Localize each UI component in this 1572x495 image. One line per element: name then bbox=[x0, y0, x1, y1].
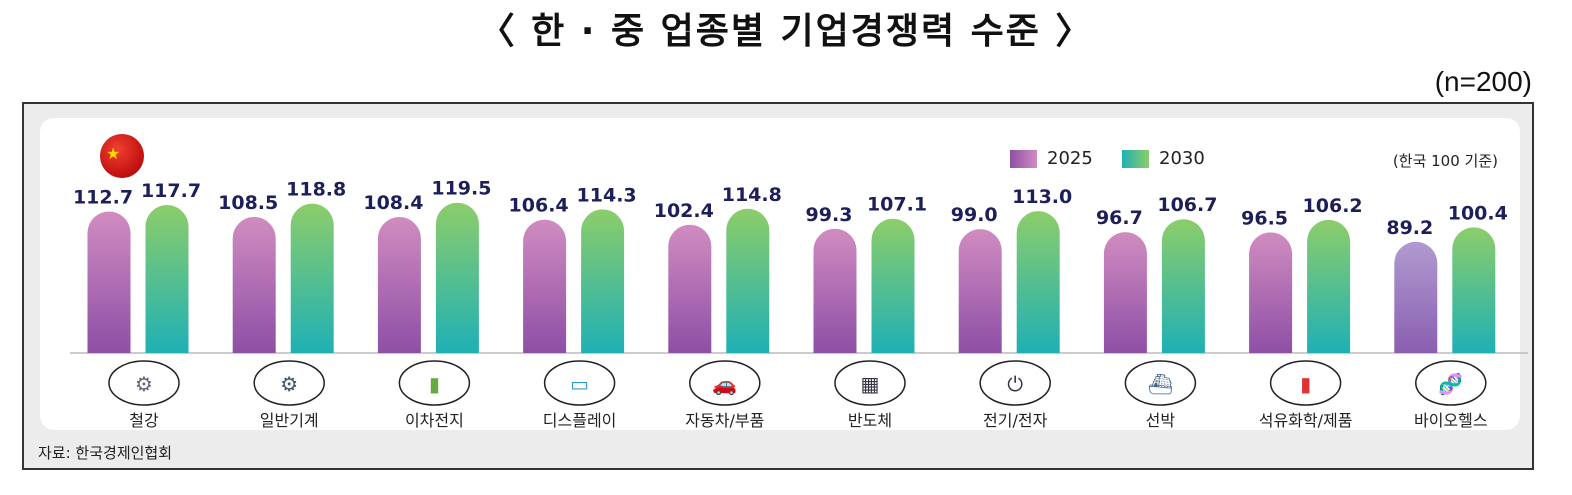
category-label: 철강 bbox=[129, 411, 159, 430]
bar-2025-4 bbox=[668, 224, 712, 353]
bar-2025-9 bbox=[1394, 241, 1438, 353]
value-label-2025-4: 102.4 bbox=[654, 200, 714, 222]
chip-icon-glyph: ▦ bbox=[861, 372, 880, 396]
legend-swatch-2025 bbox=[1010, 149, 1037, 168]
value-label-2025-2: 108.4 bbox=[363, 192, 423, 214]
bar-2025-1 bbox=[232, 216, 276, 353]
bar-2030-7 bbox=[1161, 219, 1205, 353]
bar-2030-0 bbox=[145, 205, 189, 353]
value-label-2030-7: 106.7 bbox=[1157, 194, 1217, 216]
category-label: 반도체 bbox=[848, 411, 892, 430]
car-icon-glyph: 🚗 bbox=[712, 372, 737, 396]
category-label: 자동차/부품 bbox=[685, 411, 764, 430]
bar-2025-2 bbox=[377, 217, 421, 353]
bar-2025-3 bbox=[523, 219, 567, 353]
value-label-2030-1: 118.8 bbox=[286, 179, 346, 201]
category-label: 바이오헬스 bbox=[1414, 411, 1488, 430]
legend-label: 2025 bbox=[1047, 148, 1093, 169]
battery-icon bbox=[398, 360, 471, 406]
value-label-2025-1: 108.5 bbox=[218, 192, 278, 214]
value-label-2030-9: 100.4 bbox=[1448, 202, 1508, 224]
bar-2025-0 bbox=[87, 211, 131, 353]
value-label-2030-0: 117.7 bbox=[141, 180, 201, 202]
legend-2030: 2030 bbox=[1122, 148, 1205, 169]
source-note: 자료: 한국경제인협회 bbox=[38, 444, 173, 462]
bar-2025-8 bbox=[1249, 232, 1293, 353]
ship-icon bbox=[1124, 360, 1197, 406]
legend-label: 2030 bbox=[1159, 148, 1205, 169]
bar-2030-2 bbox=[435, 202, 479, 353]
car-icon bbox=[689, 360, 761, 406]
value-label-2025-7: 96.7 bbox=[1096, 207, 1143, 229]
ship-icon-glyph: ⛴ bbox=[1148, 372, 1173, 396]
value-label-2030-4: 114.8 bbox=[722, 184, 782, 206]
bar-2025-5 bbox=[813, 228, 857, 353]
bar-2030-8 bbox=[1307, 219, 1351, 353]
category-label: 전기/전자 bbox=[983, 411, 1048, 430]
bar-2030-3 bbox=[581, 209, 625, 353]
legend-2025: 2025 bbox=[1010, 148, 1093, 169]
bar-2030-9 bbox=[1452, 227, 1496, 353]
battery-icon-glyph: ▮ bbox=[429, 372, 440, 396]
value-label-2025-8: 96.5 bbox=[1241, 207, 1288, 229]
value-label-2030-6: 113.0 bbox=[1012, 186, 1072, 208]
value-label-2025-5: 99.3 bbox=[806, 204, 853, 226]
bar-2030-5 bbox=[871, 218, 915, 353]
value-label-2030-8: 106.2 bbox=[1303, 195, 1363, 217]
value-label-2025-0: 112.7 bbox=[73, 186, 133, 208]
category-label: 석유화학/제품 bbox=[1259, 411, 1353, 430]
gears-icon bbox=[253, 360, 325, 406]
unit-note: (한국 100 기준) bbox=[1392, 152, 1498, 170]
dna-icon bbox=[1415, 360, 1487, 406]
value-label-2025-6: 99.0 bbox=[951, 204, 998, 226]
china-flag-icon: ★ bbox=[100, 134, 144, 178]
display-devices-icon bbox=[543, 360, 616, 406]
value-label-2030-3: 114.3 bbox=[577, 184, 637, 206]
plug-icon-glyph: ⏻ bbox=[1007, 372, 1023, 396]
category-label: 디스플레이 bbox=[543, 411, 617, 430]
steel-grinder-icon-glyph: ⚙ bbox=[135, 372, 153, 396]
bar-2025-6 bbox=[958, 229, 1002, 353]
gears-icon-glyph: ⚙ bbox=[280, 372, 298, 396]
plug-icon bbox=[979, 360, 1051, 406]
category-label: 이차전지 bbox=[405, 411, 464, 430]
category-label: 일반기계 bbox=[260, 411, 319, 430]
bar-2025-7 bbox=[1103, 232, 1147, 353]
display-devices-icon-glyph: ▭ bbox=[570, 372, 589, 396]
steel-grinder-icon bbox=[108, 360, 180, 406]
sample-size: (n=200) bbox=[1434, 66, 1532, 97]
fuel-can-icon bbox=[1269, 360, 1342, 406]
value-label-2025-9: 89.2 bbox=[1386, 217, 1433, 239]
value-label-2030-2: 119.5 bbox=[431, 178, 491, 200]
chip-icon bbox=[834, 360, 906, 406]
chart-title: 〈 한 · 중 업종별 기업경쟁력 수준 〉 bbox=[478, 11, 1094, 52]
legend-swatch-2030 bbox=[1122, 149, 1149, 168]
dna-icon-glyph: 🧬 bbox=[1438, 372, 1463, 396]
value-label-2025-3: 106.4 bbox=[509, 195, 569, 217]
bar-2030-1 bbox=[290, 203, 334, 353]
value-label-2030-5: 107.1 bbox=[867, 194, 927, 216]
bar-2030-4 bbox=[726, 208, 770, 353]
category-label: 선박 bbox=[1146, 411, 1176, 430]
bar-2030-6 bbox=[1016, 211, 1060, 353]
fuel-can-icon-glyph: ▮ bbox=[1300, 372, 1311, 396]
